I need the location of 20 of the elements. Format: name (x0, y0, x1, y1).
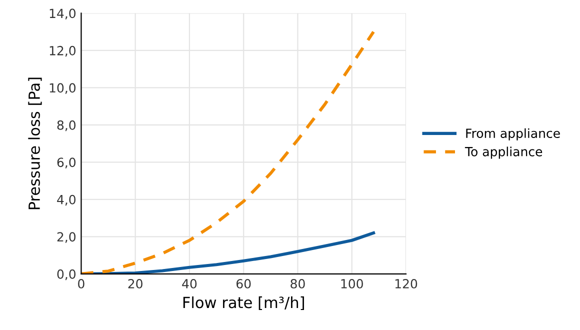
y-tick-label: 2,0 (57, 232, 76, 243)
y-tick-label: 0,0 (57, 269, 76, 280)
x-axis-title: Flow rate [m³/h] (183, 296, 304, 310)
x-tick-label: 20 (128, 278, 142, 288)
y-tick-label: 14,0 (50, 8, 76, 20)
y-tick-label: 12,0 (50, 46, 76, 57)
line-series (81, 30, 376, 274)
x-tick-label: 80 (290, 278, 305, 288)
y-axis-title: Pressure loss [Pa] (28, 78, 42, 210)
y-tick-label: 8,0 (57, 120, 76, 132)
x-tick-label: 40 (182, 278, 197, 288)
x-tick-label: 100 (341, 278, 363, 288)
y-tick-label: 4,0 (57, 194, 76, 206)
x-tick-label: 120 (395, 278, 418, 288)
y-tick-label: 10,0 (50, 83, 76, 94)
legend-label: From appliance (466, 128, 560, 140)
x-tick-label: 0 (78, 278, 84, 288)
y-tick-label: 6,0 (57, 158, 76, 168)
x-tick-label: 60 (236, 278, 251, 288)
legend-label: To appliance (464, 146, 542, 159)
